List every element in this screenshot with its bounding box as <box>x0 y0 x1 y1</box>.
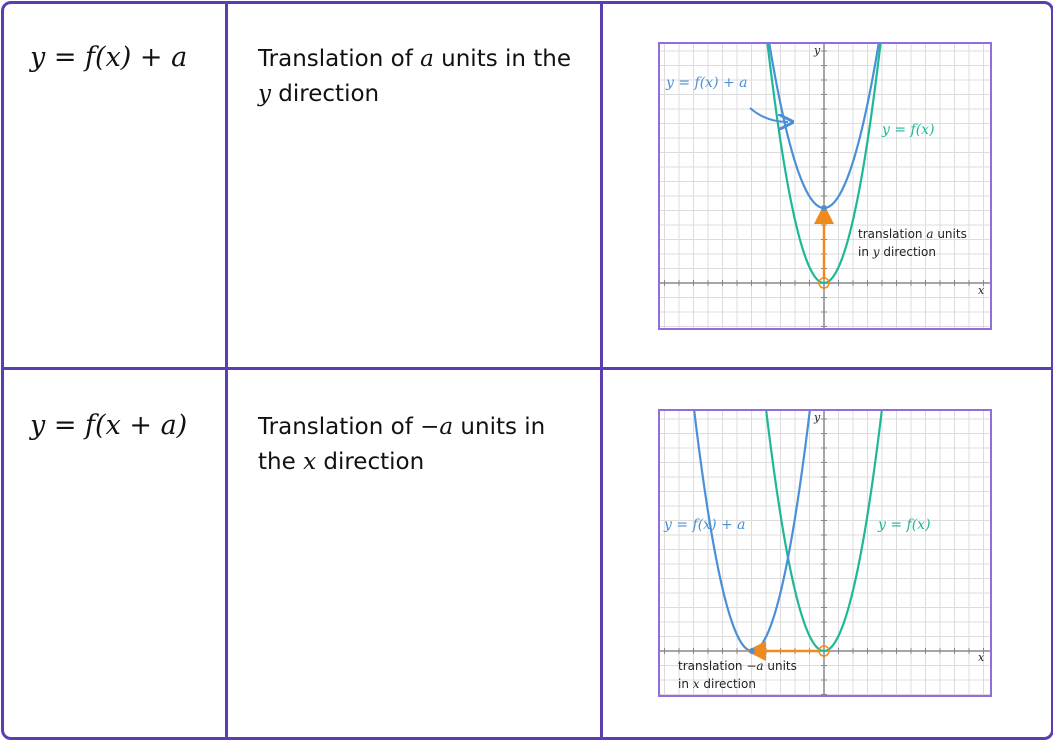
original-curve <box>766 44 882 285</box>
equation-row-2: y = f(x + a) <box>30 410 188 441</box>
note-line-1: translation a units <box>858 227 967 241</box>
description-text: direction <box>316 449 425 475</box>
note-text: direction <box>880 245 936 259</box>
note-text: translation <box>678 659 746 673</box>
graph-row-1: y = f(x) + a y = f(x) translation a unit… <box>658 42 992 330</box>
note-math: a <box>926 227 933 241</box>
description-text: units in the <box>433 46 572 72</box>
description-text: Translation of <box>258 414 421 440</box>
original-vertex <box>818 277 830 289</box>
original-curve-label: y = f(x) <box>881 122 935 138</box>
description-text: direction <box>271 81 380 107</box>
note-line-2: in y direction <box>858 245 936 259</box>
y-axis-label: y <box>813 411 821 424</box>
note-line-1: translation −a units <box>678 659 797 673</box>
translated-vertex <box>821 205 827 211</box>
note-math: x <box>693 677 700 691</box>
description-math: a <box>420 46 434 72</box>
translated-curve-label: y = f(x) + a <box>665 75 748 91</box>
translated-curve-label: y = f(x) + a <box>663 517 746 533</box>
translated-vertex <box>749 648 755 654</box>
x-axis-label: x <box>978 651 985 664</box>
note-text: translation <box>858 227 926 241</box>
label-pointer-arrow <box>749 107 788 122</box>
note-text: direction <box>700 677 756 691</box>
description-math: x <box>303 449 317 475</box>
description-row-1: Translation of a units in the y directio… <box>258 42 578 112</box>
description-math: −a <box>420 414 454 440</box>
grid <box>660 44 990 328</box>
x-axis-label: x <box>978 284 985 297</box>
description-math: y <box>258 81 271 107</box>
description-text: Translation of <box>258 46 421 72</box>
equation-row-1: y = f(x) + a <box>30 42 188 73</box>
grid <box>660 411 990 695</box>
description-text: units in the <box>258 414 546 475</box>
note-math: −a <box>746 659 763 673</box>
note-text: in <box>858 245 873 259</box>
note-text: units <box>764 659 797 673</box>
note-text: in <box>678 677 693 691</box>
row-divider <box>1 367 1051 370</box>
description-row-2: Translation of −a units in the x directi… <box>258 410 578 480</box>
original-curve-label: y = f(x) <box>877 517 931 533</box>
original-curve <box>765 411 883 653</box>
note-math: y <box>872 245 880 259</box>
graph-border <box>658 42 992 330</box>
y-axis-label: y <box>813 44 821 57</box>
original-vertex <box>818 645 830 657</box>
graph-row-2: y = f(x) + a y = f(x) translation −a uni… <box>658 409 992 697</box>
graph-border <box>658 409 992 697</box>
note-text: units <box>934 227 967 241</box>
note-line-2: in x direction <box>678 677 756 691</box>
